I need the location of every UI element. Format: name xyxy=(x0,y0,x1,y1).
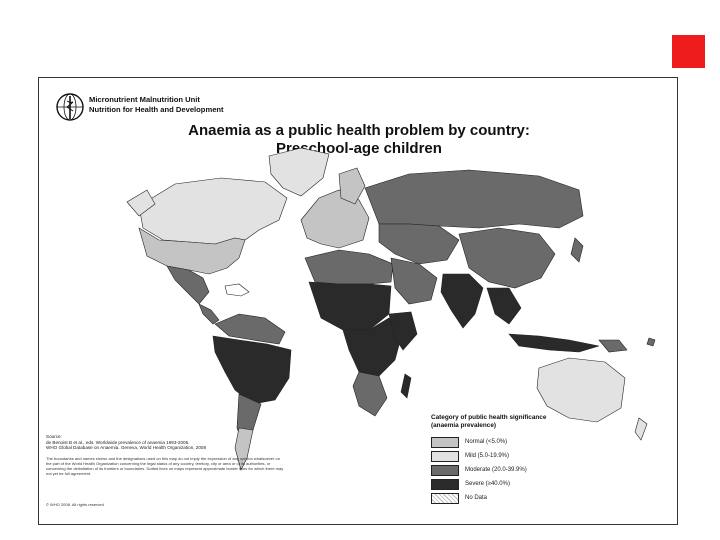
southern-africa-region xyxy=(352,371,388,417)
legend-swatch xyxy=(431,450,459,462)
indonesia-region xyxy=(508,333,600,353)
world-map xyxy=(126,147,656,471)
source-line-1: de Benoist B et al., eds. Worldwide prev… xyxy=(46,439,190,445)
slide-accent-square xyxy=(672,35,705,68)
unit-name: Micronutrient Malnutrition Unit xyxy=(89,95,200,104)
legend-label: Severe (≥40.0%) xyxy=(465,481,510,488)
japan-region xyxy=(570,237,584,263)
legend-label: Mild (5.0-19.9%) xyxy=(465,453,510,460)
legend-swatch xyxy=(431,478,459,490)
legend-title: Category of public health significance (… xyxy=(431,414,671,429)
legend-swatch xyxy=(431,464,459,476)
north-america-region xyxy=(138,177,288,245)
title-line-1: Anaemia as a public health problem by co… xyxy=(188,122,530,139)
brazil-andes-region xyxy=(212,335,292,405)
madagascar-region xyxy=(400,373,412,399)
legend-swatch xyxy=(431,436,459,448)
map-legend: Category of public health significance (… xyxy=(431,414,671,505)
south-america-north-region xyxy=(214,313,286,345)
mexico-region xyxy=(166,265,210,305)
alaska-region xyxy=(126,189,156,217)
map-figure: Micronutrient Malnutrition Unit Nutritio… xyxy=(38,77,678,525)
source-note: Source: de Benoist B et al., eds. Worldw… xyxy=(46,434,261,451)
legend-item-normal: Normal (<5.0%) xyxy=(431,435,671,449)
central-africa-region xyxy=(342,317,404,377)
department-name: Nutrition for Health and Development xyxy=(89,105,224,114)
legend-title-line-1: Category of public health significance xyxy=(431,414,547,421)
east-africa-region xyxy=(388,311,418,351)
russia-region xyxy=(364,169,584,229)
source-line-2: WHO Global Database on Anaemia. Geneva, … xyxy=(46,445,207,451)
copyright-note: © WHO 2008. All rights reserved xyxy=(46,502,104,507)
new-zealand-region xyxy=(634,417,648,441)
southeast-asia-region xyxy=(486,287,522,325)
legend-item-moderate: Moderate (20.0-39.9%) xyxy=(431,463,671,477)
europe-region xyxy=(300,189,370,249)
australia-region xyxy=(536,357,626,423)
who-emblem-icon xyxy=(56,93,84,121)
patagonia-region xyxy=(234,427,254,471)
legend-label: Normal (<5.0%) xyxy=(465,439,508,446)
organization-header: Micronutrient Malnutrition Unit Nutritio… xyxy=(89,95,224,115)
central-asia-region xyxy=(378,223,460,265)
greenland-region xyxy=(268,147,330,197)
legend-item-severe: Severe (≥40.0%) xyxy=(431,477,671,491)
scandinavia-region xyxy=(338,167,366,205)
north-africa-region xyxy=(304,249,394,285)
legend-label: No Data xyxy=(465,495,488,502)
legend-label: Moderate (20.0-39.9%) xyxy=(465,467,527,474)
china-region xyxy=(458,227,556,289)
source-label: Source: xyxy=(46,434,62,439)
legend-item-mild: Mild (5.0-19.9%) xyxy=(431,449,671,463)
legend-swatch xyxy=(431,492,459,504)
map-disclaimer: The boundaries and names shown and the d… xyxy=(46,456,284,476)
west-africa-region xyxy=(308,281,392,331)
middle-east-region xyxy=(390,257,438,305)
legend-item-no-data: No Data xyxy=(431,491,671,505)
pacific-islands-region xyxy=(646,337,656,347)
india-region xyxy=(440,273,484,329)
central-america-region xyxy=(198,303,220,325)
papua-region xyxy=(598,339,628,353)
legend-title-line-2: (anaemia prevalence) xyxy=(431,421,497,429)
caribbean-region xyxy=(224,283,250,297)
